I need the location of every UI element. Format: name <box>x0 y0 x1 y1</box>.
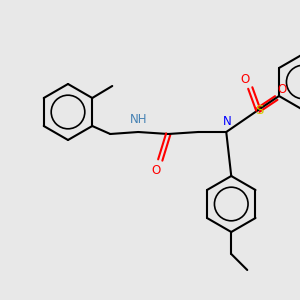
Text: O: O <box>152 164 161 177</box>
Text: O: O <box>241 73 250 86</box>
Text: S: S <box>255 104 263 118</box>
Text: NH: NH <box>130 113 147 126</box>
Text: N: N <box>223 115 232 128</box>
Text: O: O <box>278 83 287 96</box>
